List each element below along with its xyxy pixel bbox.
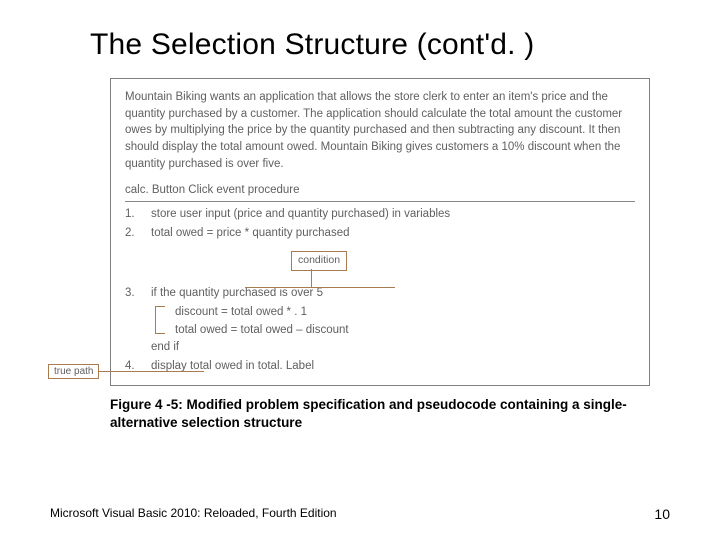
indent-line: discount = total owed * . 1 <box>175 304 635 321</box>
figure-box: Mountain Biking wants an application tha… <box>110 78 650 386</box>
figure-wrapper: true path Mountain Biking wants an appli… <box>110 78 660 386</box>
page-number: 10 <box>654 506 670 522</box>
condition-underline <box>245 287 395 288</box>
bracket-icon <box>155 306 165 334</box>
step-text: store user input (price and quantity pur… <box>151 206 635 223</box>
problem-statement: Mountain Biking wants an application tha… <box>125 89 635 172</box>
step-number: 4. <box>125 358 139 375</box>
end-if: end if <box>125 339 635 356</box>
procedure-name: calc. Button Click event procedure <box>125 182 635 199</box>
figure-caption: Figure 4 -5: Modified problem specificat… <box>110 396 650 432</box>
page-title: The Selection Structure (cont'd. ) <box>90 28 670 62</box>
condition-label: condition <box>291 251 347 270</box>
step-number: 1. <box>125 206 139 223</box>
footer: Microsoft Visual Basic 2010: Reloaded, F… <box>50 506 670 522</box>
step-text: display total owed in total. Label <box>151 358 635 375</box>
step-number: 3. <box>125 285 139 302</box>
step-1: 1. store user input (price and quantity … <box>125 206 635 223</box>
true-path-callout: true path <box>48 364 99 379</box>
step-4: 4. display total owed in total. Label <box>125 358 635 375</box>
step-number <box>125 339 139 356</box>
condition-connector <box>311 269 312 287</box>
step-text: total owed = price * quantity purchased <box>151 225 635 242</box>
footer-text: Microsoft Visual Basic 2010: Reloaded, F… <box>50 506 337 522</box>
true-path-block: discount = total owed * . 1 total owed =… <box>175 304 635 338</box>
slide: The Selection Structure (cont'd. ) true … <box>0 0 720 540</box>
indent-line: total owed = total owed – discount <box>175 322 635 339</box>
divider <box>125 201 635 202</box>
step-number: 2. <box>125 225 139 242</box>
step-text: end if <box>151 339 635 356</box>
condition-callout: condition <box>125 247 635 281</box>
true-path-connector <box>96 371 204 372</box>
step-2: 2. total owed = price * quantity purchas… <box>125 225 635 242</box>
